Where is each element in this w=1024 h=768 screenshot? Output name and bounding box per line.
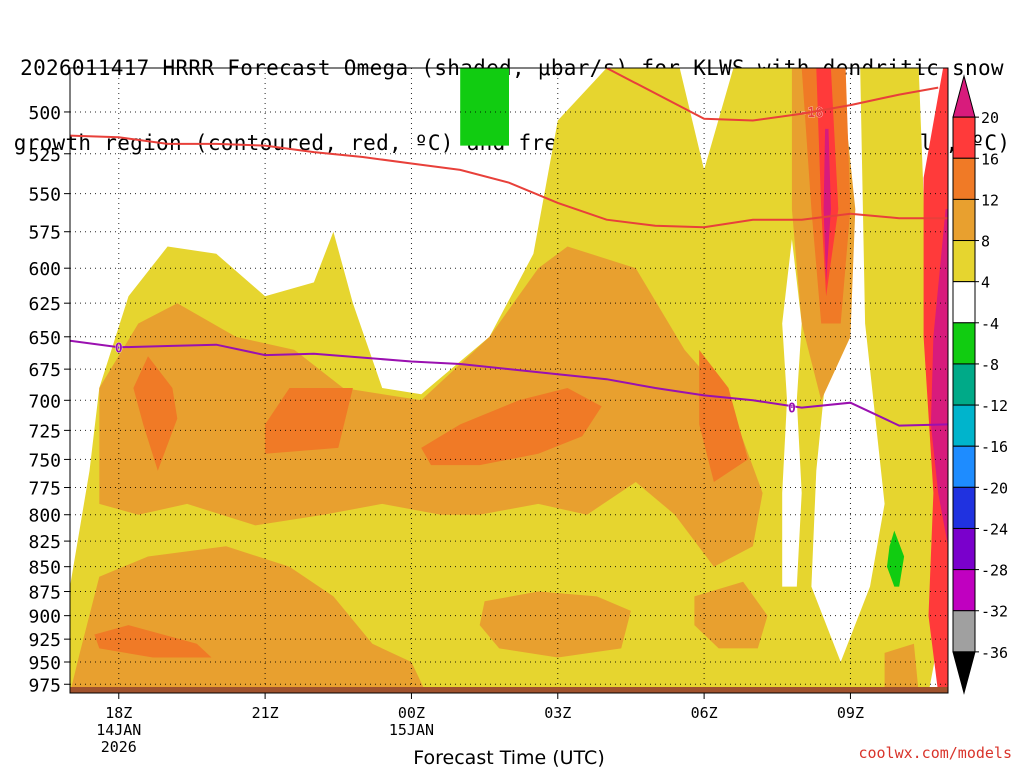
x-tick-label-18-2: 2026 xyxy=(101,738,137,756)
grid-lines xyxy=(70,68,948,693)
colorbar-swatch-4 xyxy=(952,240,976,283)
y-tick-label-950: 950 xyxy=(28,653,61,674)
contour-line-1 xyxy=(606,68,939,122)
omega-region-6 xyxy=(884,643,919,693)
colorbar-swatch-5 xyxy=(952,281,976,324)
y-tick-label-725: 725 xyxy=(28,421,61,442)
x-tick-label-24-0: 00Z xyxy=(398,704,425,722)
omega-region-9 xyxy=(421,388,602,466)
colorbar-cap-bottom xyxy=(952,651,976,695)
colorbar-swatch-2 xyxy=(952,157,976,200)
colorbar-label-11: -28 xyxy=(981,562,1008,580)
colorbar-label-9: -20 xyxy=(981,479,1008,497)
credit-text: coolwx.com/models xyxy=(858,744,1012,762)
colorbar-label-13: -36 xyxy=(981,644,1008,662)
colorbar-cap-top xyxy=(952,74,976,118)
x-tick-label-18-0: 18Z xyxy=(105,704,132,722)
colorbar: 20 16 12 8 4 -4 -8 -12 -16 -20 -24 -28 -32 -36 xyxy=(952,74,1008,695)
contour-line-0 xyxy=(70,134,948,229)
x-tick-label-21-0: 21Z xyxy=(252,704,279,722)
colorbar-swatch-12 xyxy=(952,569,976,612)
y-tick-label-550: 550 xyxy=(28,185,61,206)
plot-frame xyxy=(69,67,949,694)
colorbar-label-4: 4 xyxy=(981,274,990,292)
omega-region-19 xyxy=(782,239,802,587)
omega-region-4 xyxy=(694,581,768,649)
omega-region-3 xyxy=(479,591,631,658)
ground-band xyxy=(70,687,948,693)
y-tick-label-700: 700 xyxy=(28,391,61,412)
colorbar-label-8: -16 xyxy=(981,438,1008,456)
contour-label-3: 0 xyxy=(788,402,796,417)
colorbar-swatch-1 xyxy=(952,116,976,159)
y-tick-label-875: 875 xyxy=(28,583,61,604)
colorbar-swatch-6 xyxy=(952,322,976,365)
contour-label-2: 0 xyxy=(115,341,123,356)
omega-region-16 xyxy=(823,128,831,283)
x-tick-label-24-1: 15JAN xyxy=(389,721,434,739)
omega-shading xyxy=(70,68,948,693)
x-tick-label-33-0: 09Z xyxy=(837,704,864,722)
colorbar-swatch-7 xyxy=(952,363,976,406)
colorbar-swatch-11 xyxy=(952,527,976,571)
colorbar-label-1: 16 xyxy=(981,150,999,168)
y-tick-label-775: 775 xyxy=(28,479,61,500)
colorbar-label-3: 8 xyxy=(981,233,990,251)
colorbar-label-10: -24 xyxy=(981,520,1008,538)
y-tick-label-600: 600 xyxy=(28,259,61,280)
y-tick-label-500: 500 xyxy=(28,103,61,124)
colorbar-label-0: 20 xyxy=(981,109,999,127)
contour-label-0: -18 xyxy=(800,106,824,121)
y-tick-label-650: 650 xyxy=(28,328,61,349)
colorbar-swatch-13 xyxy=(952,610,976,653)
omega-region-15 xyxy=(930,209,948,547)
omega-region-8 xyxy=(265,388,353,454)
y-tick-label-925: 925 xyxy=(28,630,61,651)
colorbar-swatch-9 xyxy=(952,445,976,488)
contour-line-2 xyxy=(70,339,948,427)
y-tick-label-800: 800 xyxy=(28,506,61,527)
colorbar-label-2: 12 xyxy=(981,191,999,209)
omega-region-11 xyxy=(94,625,212,658)
x-axis-label: Forecast Time (UTC) xyxy=(413,747,604,768)
y-tick-label-575: 575 xyxy=(28,223,61,244)
contour-lines: -18 0 0 xyxy=(70,68,948,427)
omega-region-2 xyxy=(99,246,763,567)
x-tick-label-30-0: 06Z xyxy=(691,704,718,722)
omega-region-17 xyxy=(460,68,509,146)
x-tick-label-27-0: 03Z xyxy=(544,704,571,722)
y-tick-label-675: 675 xyxy=(28,360,61,381)
omega-region-10 xyxy=(699,349,748,482)
y-tick-label-525: 525 xyxy=(28,145,61,166)
ground-band-bar xyxy=(70,687,948,693)
y-tick-label-750: 750 xyxy=(28,450,61,471)
y-tick-label-625: 625 xyxy=(28,294,61,315)
y-tick-label-975: 975 xyxy=(28,675,61,696)
y-axis: 500 525 550 575 600 625 650 675 700 725 750 775 800 8… xyxy=(28,103,70,696)
colorbar-label-5: -4 xyxy=(981,315,999,333)
y-tick-label-825: 825 xyxy=(28,532,61,553)
omega-region-18 xyxy=(887,530,905,587)
y-tick-label-850: 850 xyxy=(28,558,61,579)
x-tick-label-18-1: 14JAN xyxy=(96,721,141,739)
colorbar-label-7: -12 xyxy=(981,397,1008,415)
y-tick-label-900: 900 xyxy=(28,607,61,628)
colorbar-swatch-3 xyxy=(952,198,976,242)
colorbar-label-12: -32 xyxy=(981,603,1008,621)
colorbar-label-6: -8 xyxy=(981,356,999,374)
omega-region-7 xyxy=(133,356,178,471)
colorbar-swatch-10 xyxy=(952,486,976,529)
colorbar-swatch-8 xyxy=(952,404,976,447)
